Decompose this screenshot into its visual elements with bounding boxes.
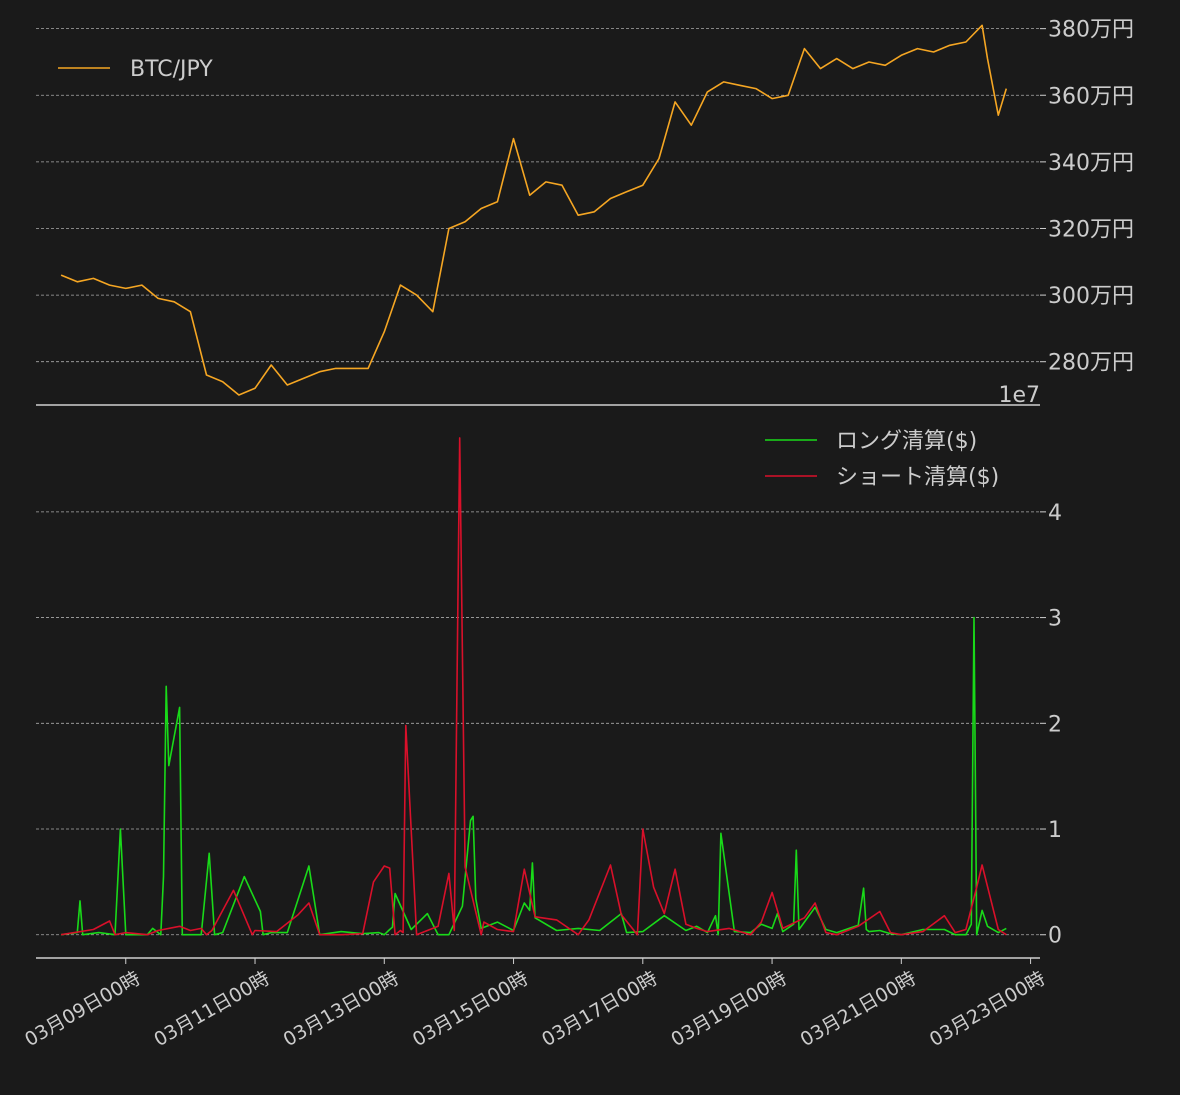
bottom-gridlines (36, 511, 1040, 936)
date-x-tick-label: 03月23日00時 (926, 967, 1049, 1051)
liquidation-y-tick-label: 3 (1048, 607, 1062, 632)
date-x-tick-label: 03月13日00時 (280, 967, 403, 1051)
liquidation-y-tick-label: 2 (1048, 712, 1062, 737)
legend-label-short: ショート清算($) (836, 465, 999, 490)
legend-label-btc: BTC/JPY (130, 57, 213, 82)
legend-label-long: ロング清算($) (836, 429, 977, 454)
top-gridlines (36, 28, 1040, 363)
date-x-tick-label: 03月11日00時 (150, 967, 273, 1051)
price-series-layer (60, 24, 1008, 396)
liquidation-series-layer (60, 437, 1007, 936)
price-y-tick-label: 300万円 (1048, 284, 1134, 309)
short-liquidation-line (60, 437, 1007, 936)
price-y-tick-labels: 280万円 300万円 320万円 340万円 360万円 380万円 (1040, 18, 1134, 376)
date-x-tick-label: 03月19日00時 (667, 967, 790, 1051)
liquidation-y-tick-label: 0 (1048, 924, 1062, 949)
long-liquidation-line (60, 616, 1007, 936)
price-legend: BTC/JPY (58, 57, 213, 82)
price-offset-label: 1e7 (998, 383, 1040, 408)
liquidation-y-tick-labels: 0 1 2 3 4 (1040, 501, 1062, 949)
price-y-tick-label: 380万円 (1048, 18, 1134, 43)
price-y-tick-label: 280万円 (1048, 351, 1134, 376)
date-x-tick-labels: 03月09日00時 03月11日00時 03月13日00時 03月15日00時 03月1… (21, 958, 1049, 1051)
liquidation-y-tick-label: 4 (1048, 501, 1062, 526)
price-y-tick-label: 340万円 (1048, 151, 1134, 176)
price-y-tick-label: 360万円 (1048, 84, 1134, 109)
price-y-tick-label: 320万円 (1048, 217, 1134, 242)
liquidation-y-tick-label: 1 (1048, 818, 1062, 843)
liquidation-legend: ロング清算($) ショート清算($) (765, 429, 999, 490)
date-x-tick-label: 03月17日00時 (538, 967, 661, 1051)
date-x-tick-label: 03月21日00時 (797, 967, 920, 1051)
date-x-tick-label: 03月15日00時 (409, 967, 532, 1051)
date-x-tick-label: 03月09日00時 (21, 967, 144, 1051)
btc-jpy-line (60, 24, 1008, 396)
